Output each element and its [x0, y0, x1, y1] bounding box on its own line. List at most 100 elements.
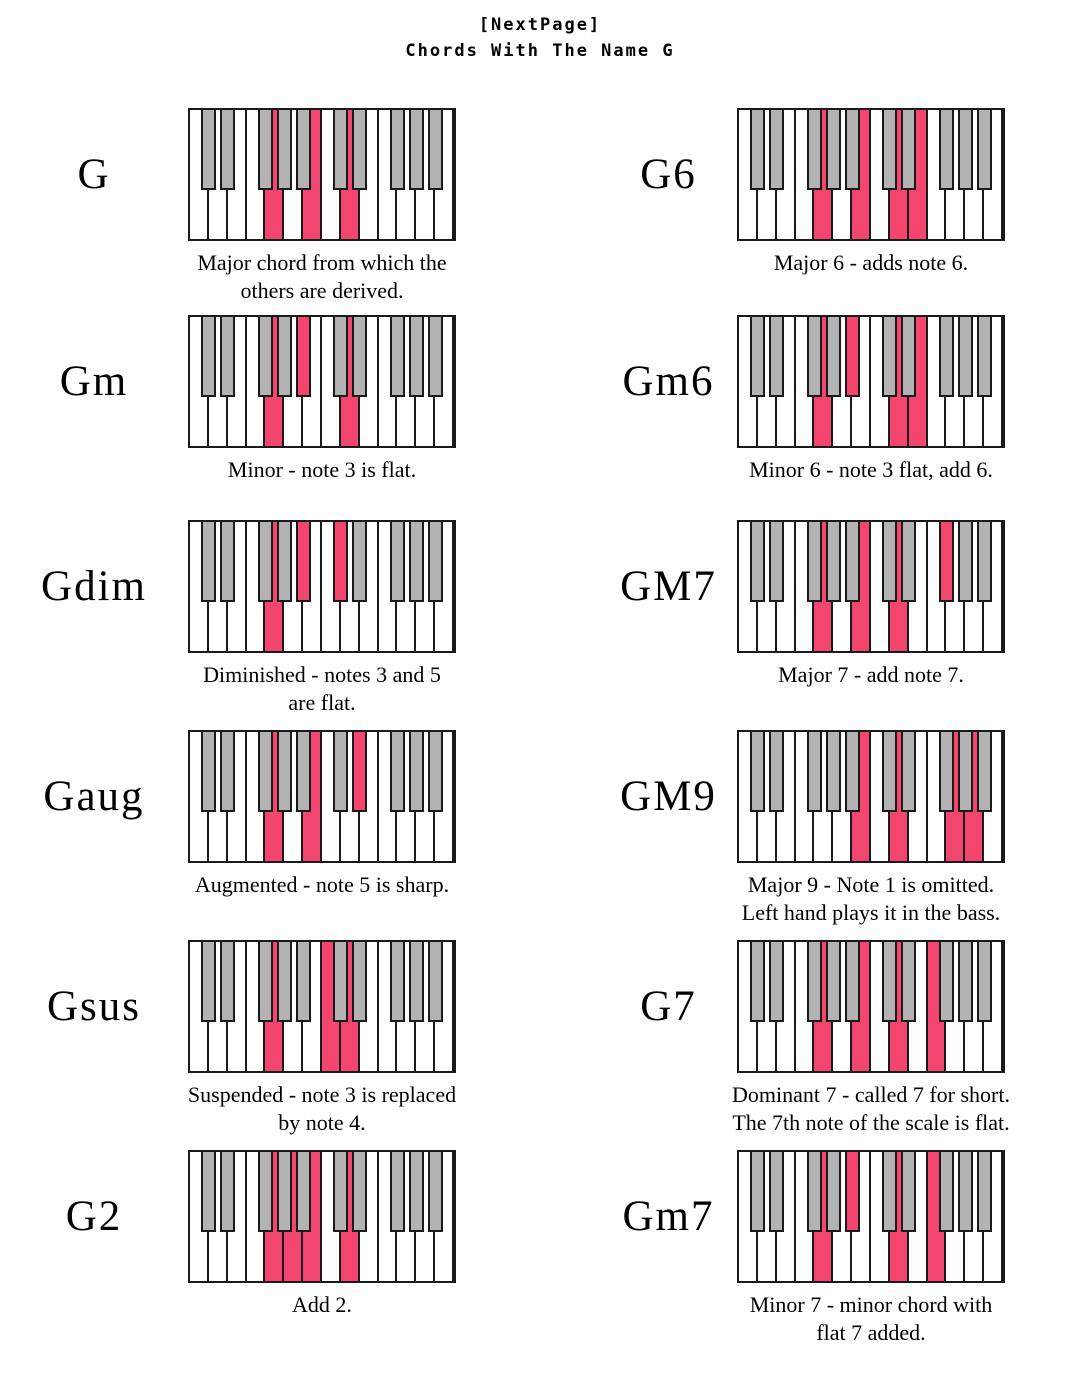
black-key-fsharp4: [257, 1152, 273, 1232]
chord-caption: Minor - note 3 is flat.: [68, 456, 576, 484]
chord-caption: Major 7 - add note 7.: [617, 661, 1080, 689]
chord-cell-gm7: Gm7 Minor 7 - minor chord with flat 7 adde…: [540, 1150, 1080, 1362]
black-key-fsharp4: [257, 942, 273, 1022]
black-key-highlighted-asharp6: [844, 317, 860, 397]
black-key-asharp6: [295, 732, 311, 812]
black-key-fsharp11: [389, 522, 405, 602]
black-key-gsharp5: [825, 1152, 841, 1232]
chord-label: Gsus: [46, 983, 142, 1030]
black-key-asharp6: [295, 110, 311, 190]
black-key-fsharp11: [938, 1152, 954, 1232]
black-key-csharp1: [750, 1152, 766, 1232]
black-key-dsharp2: [769, 942, 785, 1022]
black-key-gsharp5: [825, 317, 841, 397]
black-key-asharp13: [976, 1152, 992, 1232]
chord-caption: Major chord from which the others are der…: [68, 249, 576, 305]
chord-label: G: [77, 151, 111, 198]
black-key-dsharp9: [352, 110, 368, 190]
black-key-asharp6: [295, 942, 311, 1022]
black-key-asharp13: [976, 522, 992, 602]
black-key-csharp8: [333, 317, 349, 397]
black-key-highlighted-asharp6: [844, 1152, 860, 1232]
black-key-fsharp4: [257, 110, 273, 190]
black-key-highlighted-dsharp9: [352, 732, 368, 812]
chord-cell-gdim: Gdim Diminished - notes 3 and 5 are flat.: [0, 520, 540, 730]
black-key-fsharp11: [389, 942, 405, 1022]
black-key-dsharp2: [769, 110, 785, 190]
black-key-gsharp5: [276, 110, 292, 190]
black-key-highlighted-asharp6: [295, 522, 311, 602]
piano-keyboard: [188, 940, 456, 1073]
caption-line: Augmented - note 5 is sharp.: [194, 872, 450, 897]
piano-keyboard: [737, 1150, 1005, 1283]
piano-keyboard: [737, 940, 1005, 1073]
black-key-fsharp4: [257, 732, 273, 812]
caption-line: Major 9 - Note 1 is omitted.: [747, 872, 995, 897]
chord-caption: Augmented - note 5 is sharp.: [68, 871, 576, 899]
black-key-csharp1: [750, 942, 766, 1022]
black-key-gsharp5: [276, 1152, 292, 1232]
black-key-fsharp4: [806, 317, 822, 397]
black-key-asharp13: [427, 732, 443, 812]
black-key-csharp8: [333, 732, 349, 812]
caption-line: Major chord from which the: [197, 250, 447, 275]
black-key-csharp8: [882, 942, 898, 1022]
black-key-asharp13: [427, 110, 443, 190]
chord-cell-g2: G2 Add 2.: [0, 1150, 540, 1362]
black-key-fsharp4: [257, 522, 273, 602]
black-key-gsharp5: [825, 942, 841, 1022]
chord-label: GM9: [620, 773, 717, 820]
black-key-gsharp5: [276, 732, 292, 812]
black-key-dsharp2: [220, 732, 236, 812]
caption-line: Left hand plays it in the bass.: [741, 900, 1001, 925]
black-key-gsharp5: [825, 110, 841, 190]
black-key-asharp6: [844, 522, 860, 602]
black-key-gsharp12: [408, 942, 424, 1022]
chord-label: Gm6: [622, 358, 715, 405]
black-key-csharp1: [201, 317, 217, 397]
piano-keyboard: [737, 108, 1005, 241]
black-key-dsharp9: [901, 942, 917, 1022]
chord-caption: Dominant 7 - called 7 for short. The 7th …: [617, 1081, 1080, 1137]
black-key-asharp13: [976, 317, 992, 397]
black-key-asharp13: [427, 522, 443, 602]
caption-line: Minor 7 - minor chord with: [749, 1292, 993, 1317]
piano-keyboard: [737, 520, 1005, 653]
black-key-fsharp11: [389, 317, 405, 397]
piano-keyboard: [188, 520, 456, 653]
page-header-block: [NextPage] Chords With The Name G: [0, 12, 1080, 64]
black-key-dsharp9: [901, 1152, 917, 1232]
caption-line: The 7th note of the scale is flat.: [732, 1110, 1010, 1135]
caption-line: Diminished - notes 3 and 5: [203, 662, 441, 687]
piano-keyboard: [188, 315, 456, 448]
black-key-dsharp9: [352, 1152, 368, 1232]
black-key-csharp1: [201, 110, 217, 190]
chord-label: Gaug: [43, 773, 145, 820]
black-key-fsharp4: [257, 317, 273, 397]
chord-caption: Major 6 - adds note 6.: [617, 249, 1080, 277]
piano-keyboard: [188, 730, 456, 863]
black-key-fsharp11: [938, 110, 954, 190]
black-key-gsharp12: [957, 1152, 973, 1232]
black-key-csharp8: [882, 732, 898, 812]
black-key-csharp1: [201, 1152, 217, 1232]
black-key-asharp13: [976, 942, 992, 1022]
black-key-dsharp9: [901, 522, 917, 602]
black-key-dsharp2: [220, 522, 236, 602]
black-key-gsharp12: [957, 942, 973, 1022]
caption-line: Major 7 - add note 7.: [778, 662, 964, 687]
black-key-gsharp12: [957, 522, 973, 602]
caption-line: by note 4.: [278, 1110, 366, 1135]
black-key-gsharp12: [408, 732, 424, 812]
black-key-csharp8: [882, 317, 898, 397]
black-key-csharp8: [333, 110, 349, 190]
black-key-fsharp4: [806, 942, 822, 1022]
black-key-dsharp9: [352, 522, 368, 602]
piano-keyboard: [737, 315, 1005, 448]
black-key-dsharp9: [901, 110, 917, 190]
black-key-dsharp9: [352, 317, 368, 397]
chord-caption: Add 2.: [68, 1291, 576, 1319]
black-key-dsharp2: [769, 1152, 785, 1232]
black-key-highlighted-fsharp11: [938, 522, 954, 602]
chord-cell-gm9: GM9 Major 9 - Note 1 is omitted. Left hand…: [540, 730, 1080, 940]
